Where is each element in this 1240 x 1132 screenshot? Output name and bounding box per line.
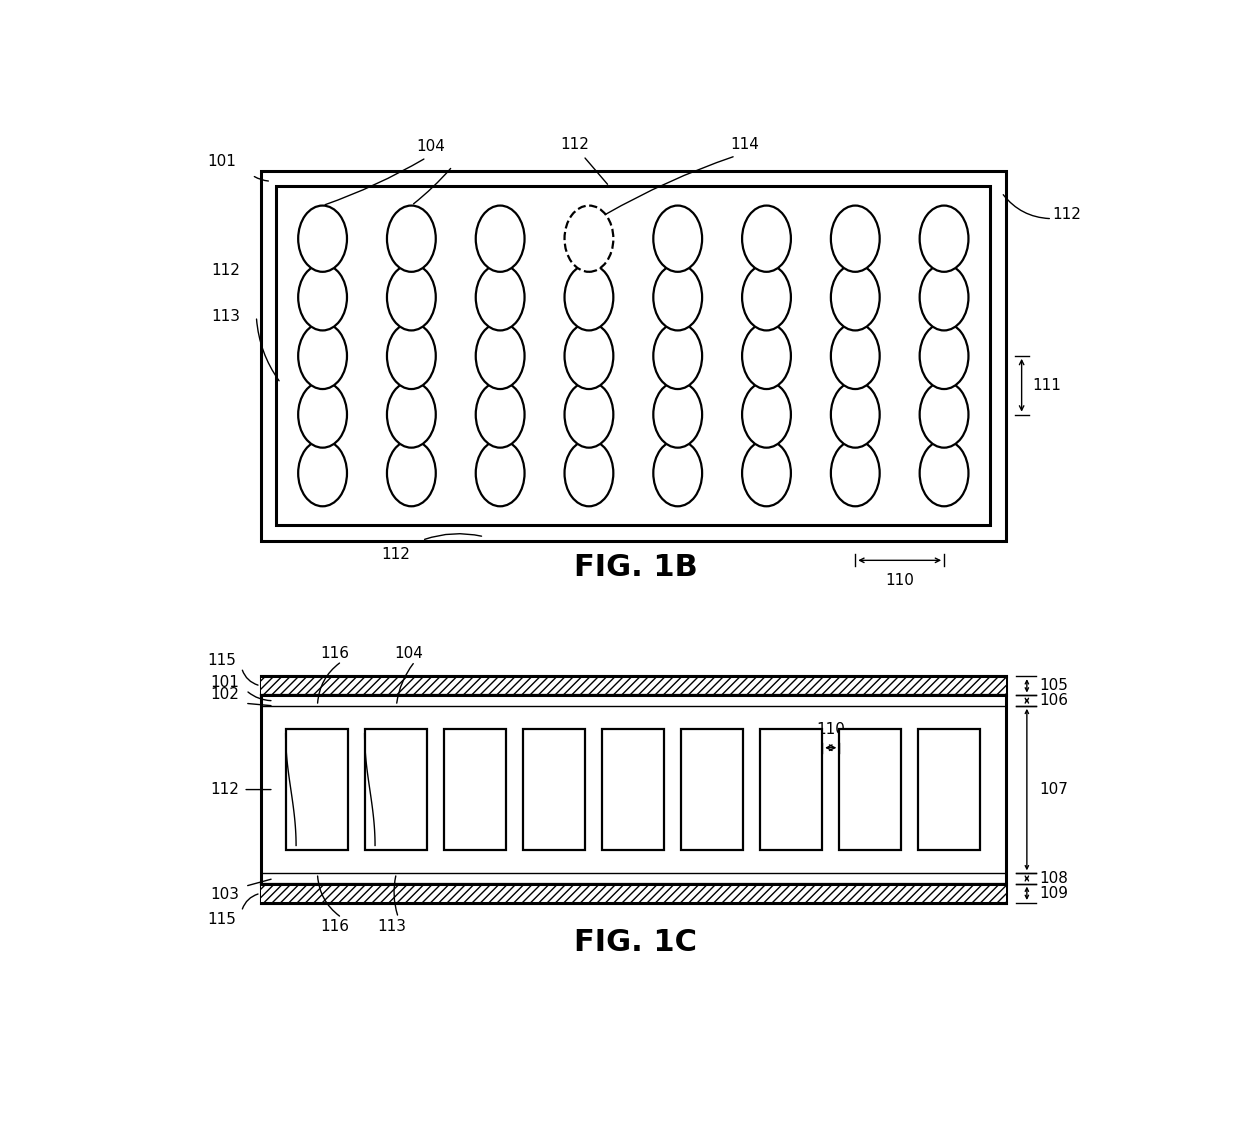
Ellipse shape — [298, 323, 347, 389]
Text: 116: 116 — [320, 645, 350, 661]
Ellipse shape — [387, 323, 435, 389]
Ellipse shape — [476, 440, 525, 506]
Ellipse shape — [564, 440, 614, 506]
Ellipse shape — [742, 206, 791, 272]
Bar — [260, 676, 1006, 695]
Ellipse shape — [653, 206, 702, 272]
Ellipse shape — [831, 264, 879, 331]
Ellipse shape — [564, 323, 614, 389]
Ellipse shape — [387, 264, 435, 331]
Ellipse shape — [920, 206, 968, 272]
Bar — [760, 729, 822, 850]
Text: 112: 112 — [560, 137, 589, 153]
Text: 101: 101 — [210, 675, 239, 691]
Text: 112: 112 — [211, 264, 241, 278]
Text: 103: 103 — [210, 887, 239, 902]
Text: 102: 102 — [210, 687, 239, 702]
Text: 111: 111 — [1032, 378, 1061, 393]
Bar — [366, 729, 428, 850]
Ellipse shape — [920, 323, 968, 389]
Text: FIG. 1C: FIG. 1C — [574, 927, 697, 957]
Bar — [523, 729, 585, 850]
Text: 110: 110 — [816, 722, 846, 737]
Ellipse shape — [298, 381, 347, 447]
Ellipse shape — [920, 440, 968, 506]
Text: 104: 104 — [417, 139, 445, 154]
Bar — [444, 729, 506, 850]
Ellipse shape — [653, 323, 702, 389]
Ellipse shape — [831, 206, 879, 272]
Text: 104: 104 — [394, 645, 423, 661]
Ellipse shape — [298, 206, 347, 272]
Ellipse shape — [476, 264, 525, 331]
Bar — [260, 884, 1006, 903]
Bar — [260, 171, 1006, 541]
Ellipse shape — [653, 264, 702, 331]
Ellipse shape — [742, 440, 791, 506]
Ellipse shape — [564, 206, 614, 272]
Bar — [603, 729, 665, 850]
Bar — [839, 729, 901, 850]
Ellipse shape — [742, 381, 791, 447]
Ellipse shape — [298, 264, 347, 331]
Ellipse shape — [476, 381, 525, 447]
Ellipse shape — [831, 381, 879, 447]
Text: 108: 108 — [1039, 871, 1068, 886]
Ellipse shape — [742, 323, 791, 389]
Text: 115: 115 — [207, 911, 236, 927]
Text: 116: 116 — [320, 918, 350, 934]
Bar — [286, 729, 348, 850]
Ellipse shape — [387, 440, 435, 506]
Text: 105: 105 — [1039, 678, 1068, 693]
Ellipse shape — [387, 206, 435, 272]
Ellipse shape — [564, 264, 614, 331]
Text: 113: 113 — [211, 309, 241, 324]
Text: 112: 112 — [382, 547, 410, 563]
Ellipse shape — [831, 323, 879, 389]
Ellipse shape — [564, 381, 614, 447]
Ellipse shape — [653, 381, 702, 447]
Ellipse shape — [742, 264, 791, 331]
Text: 114: 114 — [730, 137, 759, 153]
Ellipse shape — [387, 381, 435, 447]
Text: 115: 115 — [207, 652, 236, 668]
Text: 110: 110 — [885, 573, 914, 588]
Text: 112: 112 — [1053, 207, 1081, 222]
Bar — [277, 187, 991, 525]
Text: 106: 106 — [1039, 693, 1068, 709]
Ellipse shape — [920, 381, 968, 447]
Text: 113: 113 — [377, 918, 405, 934]
Text: 109: 109 — [1039, 886, 1068, 901]
Bar — [919, 729, 980, 850]
Text: 107: 107 — [1039, 782, 1068, 797]
Text: 112: 112 — [210, 782, 239, 797]
Text: FIG. 1B: FIG. 1B — [574, 552, 697, 582]
Bar — [681, 729, 743, 850]
Ellipse shape — [653, 440, 702, 506]
Bar — [260, 676, 1006, 903]
Ellipse shape — [476, 323, 525, 389]
Text: 101: 101 — [207, 154, 236, 169]
Ellipse shape — [476, 206, 525, 272]
Ellipse shape — [831, 440, 879, 506]
Ellipse shape — [298, 440, 347, 506]
Ellipse shape — [920, 264, 968, 331]
